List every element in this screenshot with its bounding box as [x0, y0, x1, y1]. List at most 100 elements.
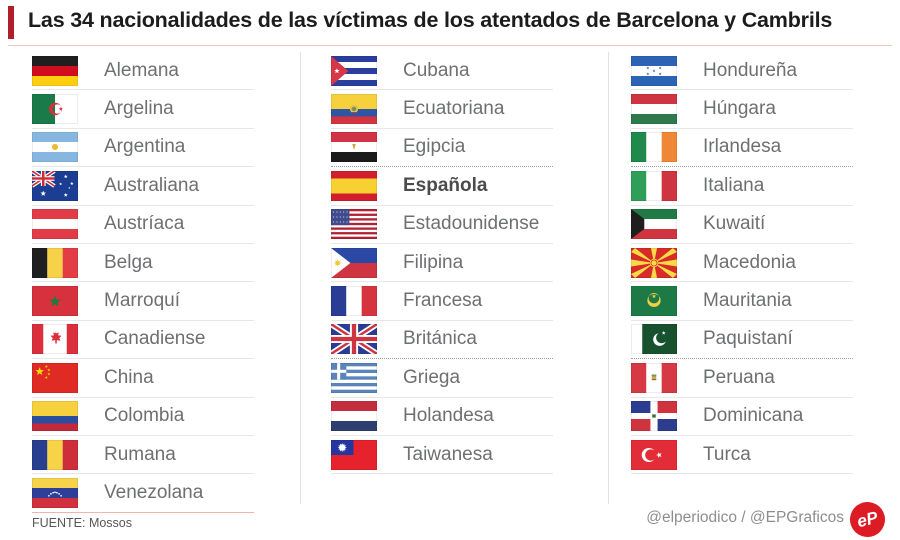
- netherlands-flag: [331, 401, 377, 432]
- nationality-row: Holandesa: [331, 398, 553, 436]
- source-note: FUENTE: Mossos: [32, 516, 133, 530]
- nationality-label: Filipina: [403, 251, 464, 273]
- colombia-flag: [32, 401, 78, 432]
- nationality-row: Austríaca: [32, 206, 254, 244]
- nationality-row: Macedonia: [631, 244, 853, 283]
- austria-flag: [32, 209, 78, 240]
- nationality-row: Egipcia: [331, 129, 553, 168]
- column-2: Cubana Ecuatoriana Egipcia Española Estadou…: [300, 52, 608, 504]
- greece-flag: [331, 362, 377, 393]
- nationality-label: Argelina: [104, 98, 174, 120]
- nationality-row: Rumana: [32, 436, 254, 475]
- social-credits: @elperiodico / @EPGraficos: [646, 509, 844, 526]
- germany-flag: [32, 55, 78, 86]
- dominican-republic-flag: [631, 401, 677, 432]
- france-flag: [331, 286, 377, 317]
- nationality-label: Griega: [403, 366, 461, 388]
- nationality-row: Venezolana: [32, 474, 254, 513]
- honduras-flag: [631, 55, 677, 86]
- nationality-label: Dominicana: [703, 405, 804, 427]
- nationality-row: Estadounidense: [331, 206, 553, 244]
- nationality-row: Griega: [331, 359, 553, 398]
- nationality-label: Australiana: [104, 174, 200, 196]
- morocco-flag: [32, 286, 78, 317]
- argentina-flag: [32, 132, 78, 163]
- nationality-label: Venezolana: [104, 481, 204, 503]
- philippines-flag: [331, 247, 377, 278]
- nationality-label: Turca: [703, 443, 751, 465]
- nationality-row: Dominicana: [631, 398, 853, 436]
- title-accent-bar: [8, 6, 14, 39]
- nationality-row: China: [32, 359, 254, 398]
- nationality-row: Paquistaní: [631, 321, 853, 360]
- cuba-flag: [331, 55, 377, 86]
- nationality-row: Australiana: [32, 167, 254, 206]
- nationality-row: Peruana: [631, 359, 853, 398]
- spain-flag: [331, 170, 377, 201]
- nationality-label: Argentina: [104, 136, 186, 158]
- nationality-label: Cubana: [403, 59, 470, 81]
- nationality-row: Marroquí: [32, 282, 254, 321]
- nationality-label: Italiana: [703, 174, 765, 196]
- nationality-label: Alemana: [104, 59, 179, 81]
- nationality-row: Irlandesa: [631, 129, 853, 168]
- canada-flag: [32, 324, 78, 355]
- pakistan-flag: [631, 324, 677, 355]
- nationality-label: Egipcia: [403, 136, 466, 158]
- elperiodico-logo-icon: eP: [846, 498, 889, 540]
- nationality-row: Cubana: [331, 52, 553, 91]
- nationality-label: Colombia: [104, 405, 185, 427]
- nationality-row: Ecuatoriana: [331, 90, 553, 129]
- nationality-label: Irlandesa: [703, 136, 782, 158]
- nationality-label: Peruana: [703, 366, 775, 388]
- nationality-row: Francesa: [331, 282, 553, 321]
- nationality-label: Húngara: [703, 98, 776, 120]
- nationality-row: Canadiense: [32, 321, 254, 360]
- nationality-label: Austríaca: [104, 213, 185, 235]
- china-flag: [32, 362, 78, 393]
- nationality-label: Francesa: [403, 290, 483, 312]
- nationality-columns: Alemana Argelina Argentina Australiana Aust…: [0, 52, 900, 513]
- nationality-label: Española: [403, 174, 488, 196]
- title-underline: [8, 45, 892, 46]
- nationality-row: Turca: [631, 436, 853, 475]
- nationality-row: Española: [331, 167, 553, 206]
- nationality-label: Estadounidense: [403, 213, 540, 235]
- kuwait-flag: [631, 209, 677, 240]
- nationality-label: Taiwanesa: [403, 443, 493, 465]
- nationality-row: Filipina: [331, 244, 553, 283]
- nationality-label: Rumana: [104, 443, 176, 465]
- nationality-label: Macedonia: [703, 251, 796, 273]
- nationality-label: Belga: [104, 251, 153, 273]
- romania-flag: [32, 439, 78, 470]
- algeria-flag: [32, 94, 78, 125]
- venezuela-flag: [32, 477, 78, 508]
- macedonia-flag: [631, 247, 677, 278]
- nationality-row: Kuwaití: [631, 206, 853, 244]
- uk-flag: [331, 324, 377, 355]
- nationality-row: Italiana: [631, 167, 853, 206]
- australia-flag: [32, 170, 78, 201]
- nationality-label: Hondureña: [703, 59, 798, 81]
- turkey-flag: [631, 439, 677, 470]
- nationality-row: Taiwanesa: [331, 436, 553, 475]
- column-3: Hondureña Húngara Irlandesa Italiana Kuwaití…: [608, 52, 900, 504]
- hungary-flag: [631, 94, 677, 125]
- ireland-flag: [631, 132, 677, 163]
- nationality-row: Británica: [331, 321, 553, 360]
- nationality-label: Marroquí: [104, 290, 181, 312]
- nationality-row: Argelina: [32, 90, 254, 129]
- nationality-row: Argentina: [32, 129, 254, 168]
- nationality-row: Colombia: [32, 398, 254, 436]
- mauritania-flag: [631, 286, 677, 317]
- column-1: Alemana Argelina Argentina Australiana Aust…: [0, 52, 300, 513]
- peru-flag: [631, 362, 677, 393]
- nationality-label: Mauritania: [703, 290, 792, 312]
- nationality-label: Holandesa: [403, 405, 494, 427]
- egypt-flag: [331, 132, 377, 163]
- nationality-label: Británica: [403, 328, 477, 350]
- nationality-row: Belga: [32, 244, 254, 283]
- nationality-row: Alemana: [32, 52, 254, 91]
- nationality-label: Paquistaní: [703, 328, 793, 350]
